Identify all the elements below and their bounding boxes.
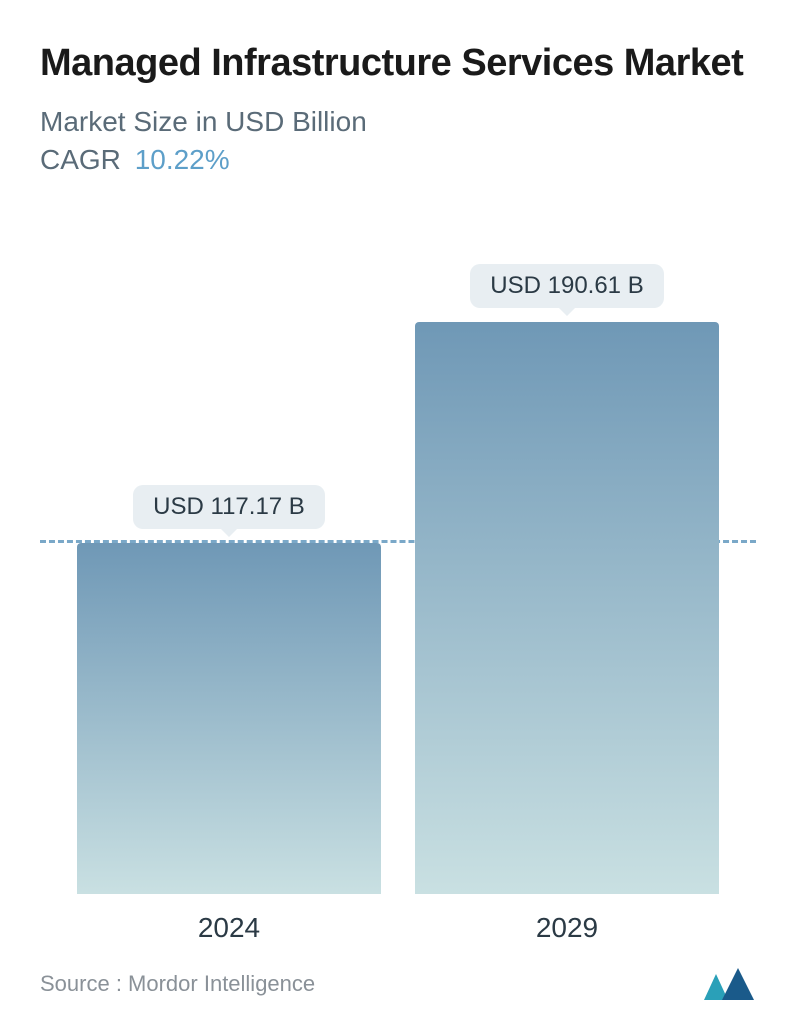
chart-subtitle: Market Size in USD Billion — [40, 106, 756, 138]
cagr-row: CAGR 10.22% — [40, 144, 756, 176]
cagr-value: 10.22% — [135, 144, 230, 175]
bar-0 — [77, 543, 381, 895]
source-label: Source : Mordor Intelligence — [40, 971, 315, 997]
mordor-logo-icon — [700, 964, 756, 1004]
value-label-1: USD 190.61 B — [470, 264, 663, 308]
bar-group-0: USD 117.17 B — [77, 485, 381, 895]
chart-title: Managed Infrastructure Services Market — [40, 40, 756, 88]
x-label-0: 2024 — [77, 912, 381, 944]
cagr-label: CAGR — [40, 144, 121, 175]
footer: Source : Mordor Intelligence — [40, 954, 756, 1004]
chart-area: USD 117.17 B USD 190.61 B 2024 2029 — [40, 206, 756, 955]
x-label-1: 2029 — [415, 912, 719, 944]
x-axis-labels: 2024 2029 — [40, 912, 756, 944]
value-label-0: USD 117.17 B — [133, 485, 325, 529]
chart-container: Managed Infrastructure Services Market M… — [0, 0, 796, 1034]
bars-wrap: USD 117.17 B USD 190.61 B — [40, 206, 756, 895]
bar-1 — [415, 322, 719, 894]
bar-group-1: USD 190.61 B — [415, 264, 719, 894]
